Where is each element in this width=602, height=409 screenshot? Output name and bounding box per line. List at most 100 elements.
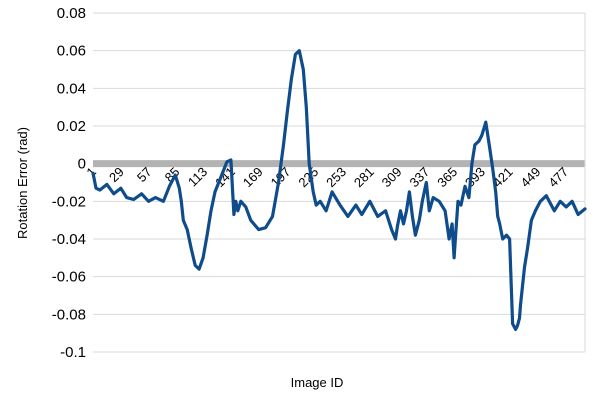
data-point <box>286 110 289 112</box>
data-point <box>355 204 357 206</box>
data-point <box>521 285 524 287</box>
data-point <box>230 159 232 161</box>
data-point <box>237 210 239 212</box>
data-point <box>282 144 285 146</box>
data-point <box>485 121 487 123</box>
data-point <box>451 223 453 225</box>
data-point <box>206 234 208 236</box>
data-point <box>474 144 476 146</box>
data-point <box>113 193 115 195</box>
x-tick-label: 337 <box>406 164 432 190</box>
data-point <box>425 181 428 184</box>
data-point <box>438 200 441 203</box>
data-point <box>394 238 397 240</box>
data-point <box>559 200 561 203</box>
x-tick-label: 57 <box>134 164 155 185</box>
data-point <box>178 187 181 189</box>
data-point <box>553 210 556 212</box>
data-point <box>539 200 542 203</box>
data-point <box>468 196 470 199</box>
data-point <box>534 210 537 212</box>
data-point <box>294 53 297 56</box>
data-point <box>233 213 235 216</box>
data-point <box>523 266 526 269</box>
data-point <box>511 323 514 325</box>
x-tick-label: 253 <box>323 164 349 190</box>
data-point <box>147 200 150 203</box>
data-point <box>464 185 466 188</box>
data-point <box>428 210 431 212</box>
data-point <box>460 204 462 206</box>
data-point <box>95 187 97 189</box>
data-point <box>264 226 267 229</box>
data-point <box>514 328 517 331</box>
data-point <box>298 49 301 52</box>
data-point <box>411 215 414 218</box>
data-point <box>565 206 567 208</box>
x-tick-label: 113 <box>185 164 210 189</box>
data-point <box>240 200 242 203</box>
data-point <box>347 215 349 218</box>
y-tick-label: -0.04 <box>52 231 86 248</box>
data-point <box>190 247 192 250</box>
data-point <box>421 200 424 203</box>
data-point <box>174 174 177 176</box>
data-point <box>210 210 212 212</box>
data-point <box>526 247 529 250</box>
data-point <box>516 324 519 327</box>
data-point <box>408 191 411 193</box>
data-point <box>182 219 185 221</box>
data-point <box>457 200 459 203</box>
data-point <box>220 176 222 178</box>
data-point <box>489 147 491 150</box>
data-point <box>498 223 501 225</box>
data-point <box>481 134 483 137</box>
series-points <box>92 49 586 331</box>
data-point <box>315 204 318 206</box>
data-point <box>444 210 446 212</box>
x-tick-label: 309 <box>379 164 405 190</box>
x-tick-label: 29 <box>106 164 127 185</box>
data-point <box>508 238 511 240</box>
data-point <box>361 213 363 216</box>
data-point <box>494 191 497 193</box>
y-tick-label: -0.06 <box>52 269 86 286</box>
data-point <box>519 304 522 306</box>
data-point <box>168 185 171 188</box>
data-point <box>249 219 252 221</box>
data-point <box>384 210 387 212</box>
data-point <box>545 194 548 197</box>
x-tick-label: 169 <box>240 164 266 190</box>
y-tick-label: 0.02 <box>57 118 86 135</box>
data-point <box>214 191 216 193</box>
data-point <box>140 193 143 195</box>
data-point <box>154 196 157 199</box>
data-point <box>92 172 94 174</box>
data-point <box>162 200 165 203</box>
x-tick-label: 281 <box>351 164 377 190</box>
data-point <box>369 200 371 203</box>
y-axis-ticks: 0.08 0.06 0.04 0.02 0 -0.02 -0.04 -0.06 -0.08 -0.… <box>52 5 86 361</box>
data-point <box>257 228 260 231</box>
y-tick-label: -0.1 <box>60 344 86 361</box>
x-axis-title: Image ID <box>291 375 344 390</box>
data-point <box>331 191 333 193</box>
data-point <box>226 161 228 163</box>
data-point <box>414 234 417 236</box>
data-point <box>325 210 327 212</box>
data-point <box>180 200 183 203</box>
data-point <box>571 200 573 203</box>
data-point <box>319 200 322 203</box>
data-point <box>577 213 579 216</box>
data-point <box>302 68 305 71</box>
x-axis-ticks: 1 29 57 85 113 141 169 197 225 253 281 309 337 365 393… <box>83 164 571 190</box>
data-point <box>245 206 247 208</box>
data-point <box>277 181 280 184</box>
series-line <box>91 49 587 331</box>
data-point <box>453 257 455 259</box>
data-point <box>402 223 405 225</box>
y-tick-label: 0.04 <box>57 80 86 97</box>
y-tick-label: 0.06 <box>57 43 86 60</box>
data-point <box>478 140 480 142</box>
